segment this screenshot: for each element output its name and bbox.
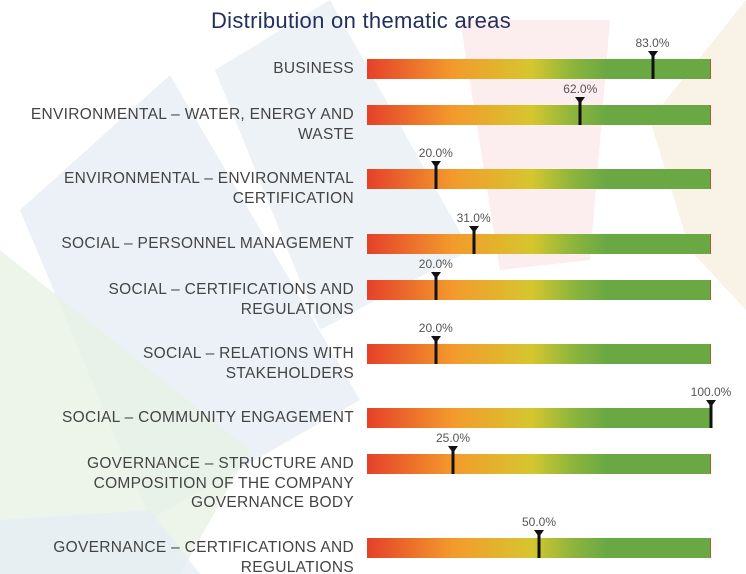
chart-title: Distribution on thematic areas [210, 8, 512, 33]
marker [434, 274, 438, 300]
category-label: ENVIRONMENTAL – ENVIRONMENTAL CERTIFICAT… [63, 170, 354, 207]
gauge-track [367, 454, 711, 474]
marker-head [430, 272, 441, 279]
gauge-track [367, 105, 711, 125]
category-label: GOVERNANCE – STRUCTURE AND COMPOSITION O… [86, 455, 354, 511]
category-label: ENVIRONMENTAL – WATER, ENERGY AND WASTE [30, 106, 354, 143]
gauge-track [367, 280, 711, 300]
marker-head [575, 97, 586, 104]
gauge-track [367, 408, 711, 428]
category-label: SOCIAL – PERSONNEL MANAGEMENT [61, 235, 354, 252]
value-label: 25.0% [435, 431, 471, 445]
marker [472, 228, 476, 254]
marker [709, 402, 713, 428]
marker [651, 53, 655, 79]
marker [451, 448, 455, 474]
marker-head [448, 446, 458, 453]
value-label: 83.0% [635, 36, 670, 50]
value-label: 50.0% [521, 515, 557, 529]
marker-head [534, 530, 544, 537]
marker [578, 99, 582, 125]
gauge-track [367, 59, 711, 79]
category-label: SOCIAL – RELATIONS WITH STAKEHOLDERS [142, 345, 354, 382]
marker [537, 532, 541, 558]
category-label: SOCIAL – COMMUNITY ENGAGEMENT [61, 409, 354, 426]
value-label: 31.0% [456, 211, 491, 225]
marker-head [468, 226, 479, 233]
category-label: BUSINESS [273, 60, 354, 77]
value-label: 20.0% [418, 257, 453, 271]
gauge-track [367, 169, 711, 189]
category-label: SOCIAL – CERTIFICATIONS AND REGULATIONS [108, 281, 354, 318]
marker-head [430, 161, 441, 168]
marker [434, 338, 438, 364]
marker-head [647, 51, 658, 58]
marker-head [430, 336, 441, 343]
gauge-track [367, 234, 711, 254]
marker [434, 163, 438, 189]
value-label: 62.0% [563, 82, 598, 96]
value-label: 100.0% [690, 385, 732, 399]
category-label: GOVERNANCE – CERTIFICATIONS AND REGULATI… [53, 539, 354, 574]
value-label: 20.0% [418, 321, 453, 335]
marker-head [706, 400, 716, 407]
gauge-track [367, 344, 711, 364]
value-label: 20.0% [418, 146, 453, 160]
